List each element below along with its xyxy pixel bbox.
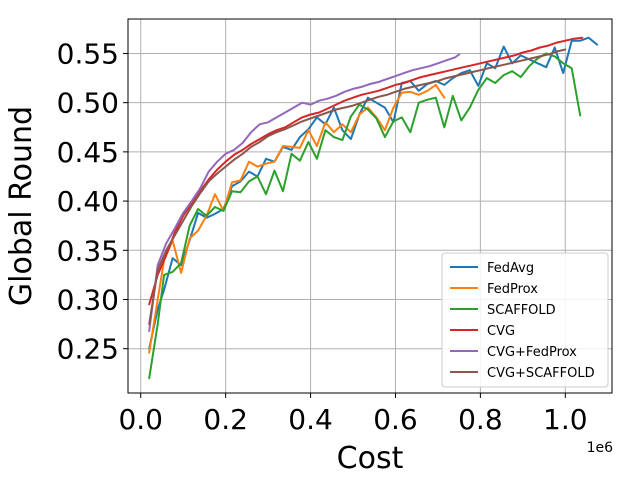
y-tick-label: 0.55 xyxy=(57,37,119,70)
x-tick-label: 0.8 xyxy=(458,403,503,436)
series-line-cvg xyxy=(148,36,584,306)
y-tick-label: 0.30 xyxy=(57,284,119,317)
y-tick-label: 0.45 xyxy=(57,136,119,169)
y-axis-label: Global Round xyxy=(4,106,39,306)
x-tick-label: 0.4 xyxy=(288,403,333,436)
legend-label-fedprox: FedProx xyxy=(487,282,538,297)
legend-label-scaffold: SCAFFOLD xyxy=(487,303,556,318)
x-tick-label: 0.6 xyxy=(373,403,418,436)
y-axis-ticks: 0.25 0.30 0.35 0.40 0.45 0.50 0.55 xyxy=(57,37,128,366)
series-line-fedprox xyxy=(148,83,446,354)
legend-label-cvg: CVG xyxy=(487,324,515,339)
y-tick-label: 0.40 xyxy=(57,185,119,218)
legend-label-cvg-scaffold: CVG+SCAFFOLD xyxy=(487,366,595,381)
series-line-scaffold xyxy=(148,52,582,380)
x-axis-offset-label: 1e6 xyxy=(587,440,614,456)
axes-frame xyxy=(127,18,613,394)
x-tick-label: 0.2 xyxy=(203,403,248,436)
y-tick-label: 0.25 xyxy=(57,333,119,366)
x-axis-label: Cost xyxy=(337,441,404,476)
series-lines xyxy=(148,36,599,380)
legend-label-cvg-fedprox: CVG+FedProx xyxy=(487,345,577,360)
x-axis-ticks: 0.0 0.2 0.4 0.6 0.8 1.0 xyxy=(118,393,588,436)
x-tick-label: 1.0 xyxy=(543,403,588,436)
series-line-cvg-scaffold xyxy=(148,48,567,326)
y-tick-label: 0.50 xyxy=(57,87,119,120)
series-line-cvg-fedprox xyxy=(148,53,461,332)
legend: FedAvg FedProx SCAFFOLD CVG CVG+FedProx CVG+S… xyxy=(441,252,609,388)
x-tick-label: 0.0 xyxy=(118,403,163,436)
legend-label-fedavg: FedAvg xyxy=(487,261,534,276)
legend-box xyxy=(441,252,609,388)
y-tick-label: 0.35 xyxy=(57,234,119,267)
